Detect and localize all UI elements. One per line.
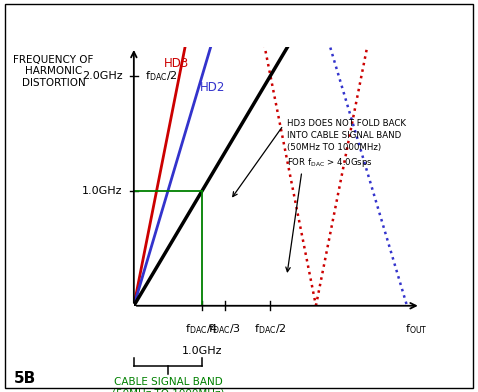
Text: 5B: 5B	[13, 371, 36, 386]
Text: f$_{\mathregular{DAC}}$/2: f$_{\mathregular{DAC}}$/2	[145, 69, 178, 83]
Text: HD2: HD2	[200, 81, 226, 94]
Text: f$_{\mathregular{DAC}}$/3: f$_{\mathregular{DAC}}$/3	[208, 322, 241, 336]
Text: f$_{\mathregular{OUT}}$: f$_{\mathregular{OUT}}$	[405, 322, 427, 336]
Text: FREQUENCY OF
HARMONIC
DISTORTION: FREQUENCY OF HARMONIC DISTORTION	[13, 55, 94, 88]
Text: HD3: HD3	[163, 57, 189, 70]
Text: 1.0GHz: 1.0GHz	[82, 186, 122, 196]
Text: 1.0GHz: 1.0GHz	[182, 346, 222, 356]
Text: f$_{\mathregular{DAC}}$/2: f$_{\mathregular{DAC}}$/2	[254, 322, 287, 336]
Text: f$_{\mathregular{DAC}}$/4: f$_{\mathregular{DAC}}$/4	[185, 322, 219, 336]
Text: CABLE SIGNAL BAND
(50MHz TO 1000MHz): CABLE SIGNAL BAND (50MHz TO 1000MHz)	[112, 377, 224, 392]
Text: 2.0GHz: 2.0GHz	[82, 71, 122, 81]
Text: HD3 DOES NOT FOLD BACK
INTO CABLE SIGNAL BAND
(50MHz TO 1000MHz)
FOR f$_{\mathre: HD3 DOES NOT FOLD BACK INTO CABLE SIGNAL…	[287, 120, 406, 169]
